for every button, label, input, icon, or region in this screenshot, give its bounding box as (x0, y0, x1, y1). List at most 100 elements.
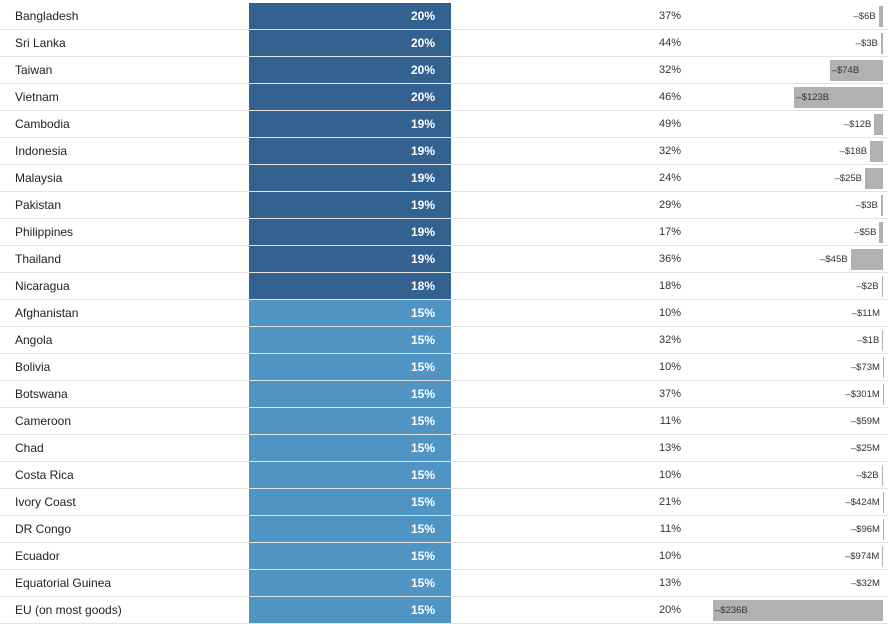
tariff-rate-cell: 15% (249, 435, 451, 462)
row-divider (0, 353, 888, 354)
row-divider (0, 29, 888, 30)
tariff-rate-value: 19% (410, 117, 435, 131)
tariff-rate-value: 15% (410, 387, 435, 401)
share-value: 49% (658, 118, 681, 130)
share-value: 32% (658, 145, 681, 157)
table-row: Vietnam 20% 46% –$123B (0, 84, 888, 111)
deficit-bar (882, 330, 883, 351)
row-divider (0, 218, 888, 219)
tariff-rate-cell: 15% (249, 543, 451, 570)
tariff-rate-cell: 15% (249, 408, 451, 435)
country-name: Ecuador (15, 549, 60, 563)
tariff-rate-value: 15% (410, 522, 435, 536)
country-name: Costa Rica (15, 468, 74, 482)
deficit-value: –$12B (843, 119, 872, 130)
country-name: Cambodia (15, 117, 70, 131)
tariff-rate-value: 15% (410, 603, 435, 617)
deficit-value: –$3B (855, 200, 878, 211)
country-name: Philippines (15, 225, 74, 239)
share-value: 32% (658, 334, 681, 346)
tariff-rate-cell: 20% (249, 3, 451, 30)
row-divider (0, 488, 888, 489)
tariff-rate-value: 15% (410, 576, 435, 590)
tariff-rate-value: 15% (410, 549, 435, 563)
row-divider (0, 110, 888, 111)
table-row: Botswana 15% 37% –$301M (0, 381, 888, 408)
country-name: Angola (15, 333, 53, 347)
tariff-rate-value: 15% (410, 441, 435, 455)
share-value: 13% (658, 442, 681, 454)
tariff-rate-value: 20% (410, 63, 435, 77)
share-value: 13% (658, 577, 681, 589)
row-divider (0, 272, 888, 273)
deficit-value: –$2B (856, 281, 879, 292)
table-row: Thailand 19% 36% –$45B (0, 246, 888, 273)
deficit-value: –$11M (851, 308, 880, 319)
country-name: Indonesia (15, 144, 68, 158)
deficit-value: –$45B (820, 254, 848, 265)
tariff-rate-cell: 15% (249, 381, 451, 408)
share-value: 36% (658, 253, 681, 265)
deficit-bar (880, 195, 883, 216)
deficit-bar (829, 60, 883, 81)
table-row: Costa Rica 15% 10% –$2B (0, 462, 888, 489)
deficit-value: –$59M (850, 416, 880, 427)
tariff-rate-value: 20% (410, 36, 435, 50)
share-value: 11% (659, 415, 681, 427)
tariff-rate-value: 19% (410, 225, 435, 239)
deficit-value: –$424M (845, 497, 880, 508)
row-divider (0, 164, 888, 165)
table-row: EU (on most goods) 15% 20% –$236B (0, 597, 888, 624)
share-value: 32% (658, 64, 681, 76)
share-value: 10% (658, 361, 681, 373)
share-value: 44% (658, 37, 681, 49)
tariff-rate-cell: 15% (249, 516, 451, 543)
table-row: Bolivia 15% 10% –$73M (0, 354, 888, 381)
tariff-rate-cell: 20% (249, 84, 451, 111)
country-name: Vietnam (15, 90, 59, 104)
deficit-bar (878, 6, 883, 27)
tariff-rate-value: 15% (410, 333, 435, 347)
country-name: Pakistan (15, 198, 62, 212)
table-row: Taiwan 20% 32% –$74B (0, 57, 888, 84)
table-row: Cambodia 19% 49% –$12B (0, 111, 888, 138)
share-value: 20% (658, 604, 681, 616)
table-row: Equatorial Guinea 15% 13% –$32M (0, 570, 888, 597)
row-divider (0, 542, 888, 543)
deficit-value: –$73M (850, 362, 880, 373)
table-row: Ecuador 15% 10% –$974M (0, 543, 888, 570)
share-value: 10% (658, 550, 681, 562)
deficit-value: –$123B (796, 92, 830, 103)
deficit-value: –$6B (853, 11, 876, 22)
row-divider (0, 596, 888, 597)
row-divider (0, 56, 888, 57)
table-row: Malaysia 19% 24% –$25B (0, 165, 888, 192)
deficit-bar (870, 141, 883, 162)
share-value: 10% (658, 307, 681, 319)
tariff-rate-value: 15% (410, 306, 435, 320)
deficit-value: –$18B (839, 146, 868, 157)
deficit-bar (713, 600, 883, 621)
row-divider (0, 434, 888, 435)
deficit-value: –$96M (850, 524, 880, 535)
deficit-bar (874, 114, 883, 135)
row-divider (0, 299, 888, 300)
country-name: Bolivia (15, 360, 51, 374)
table-row: Afghanistan 15% 10% –$11M (0, 300, 888, 327)
tariff-rate-value: 15% (410, 414, 435, 428)
deficit-value: –$974M (844, 551, 880, 562)
row-divider (0, 326, 888, 327)
tariff-rate-cell: 19% (249, 165, 451, 192)
deficit-value: –$74B (831, 65, 860, 76)
country-name: Cameroon (15, 414, 72, 428)
deficit-bar (882, 546, 883, 567)
tariff-rate-cell: 19% (249, 192, 451, 219)
country-name: Sri Lanka (15, 36, 66, 50)
country-name: Ivory Coast (15, 495, 76, 509)
share-value: 17% (658, 226, 681, 238)
tariff-rate-cell: 15% (249, 570, 451, 597)
tariff-rate-cell: 19% (249, 111, 451, 138)
country-name: DR Congo (15, 522, 72, 536)
table-row: Ivory Coast 15% 21% –$424M (0, 489, 888, 516)
